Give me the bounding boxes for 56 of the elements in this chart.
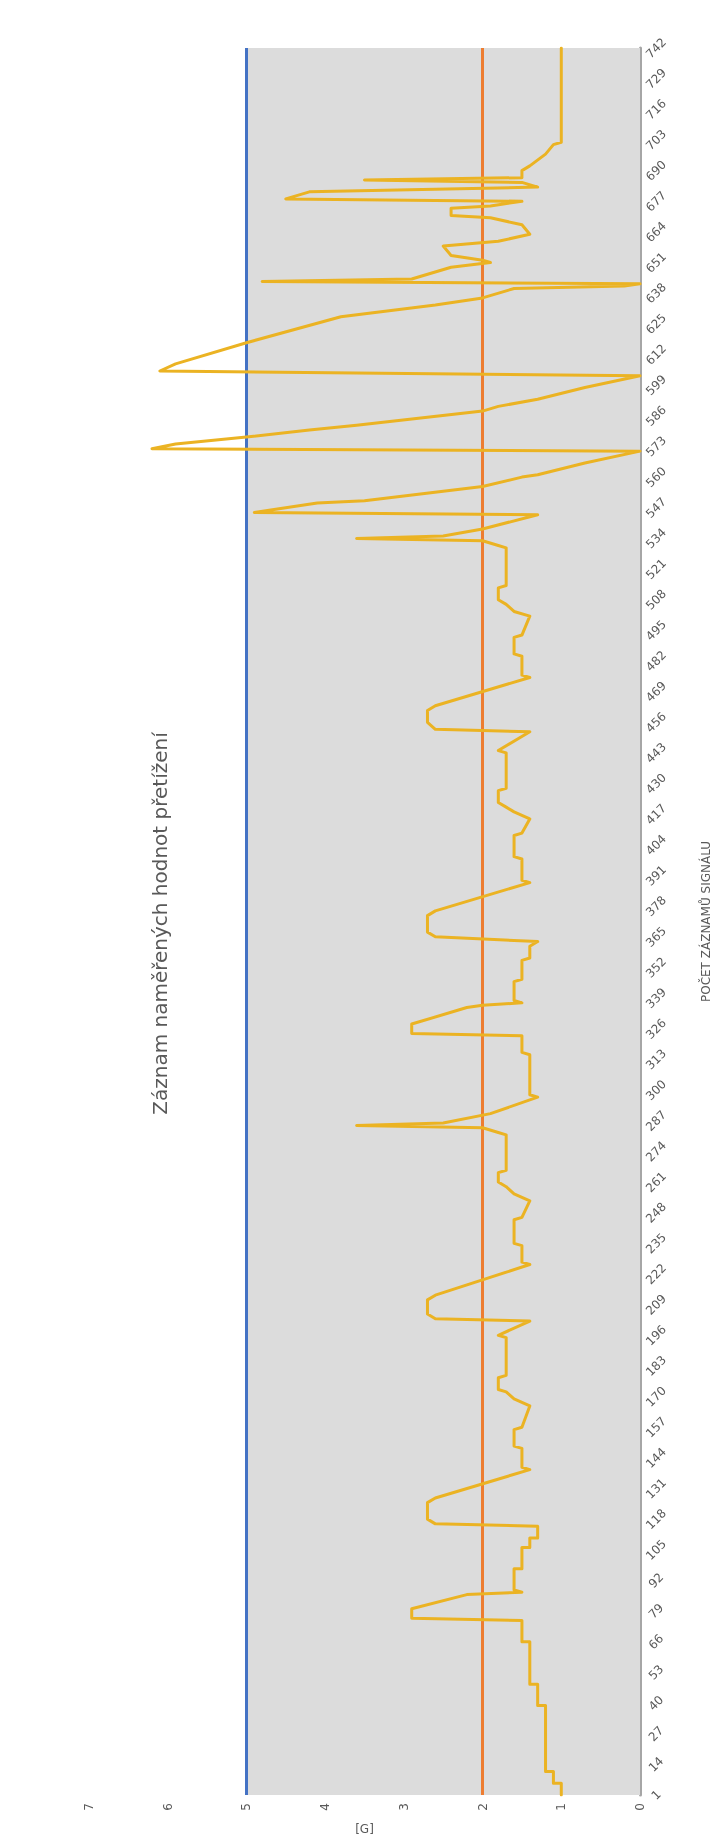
x-tick-label: 5 [239, 1803, 254, 1811]
y-tick-label: 209 [642, 1291, 670, 1318]
y-tick-label: 391 [642, 862, 670, 889]
y-tick-label: 40 [645, 1692, 667, 1714]
y-tick-label: 144 [642, 1444, 670, 1471]
y-tick-label: 495 [642, 617, 670, 644]
y-tick-label: 300 [642, 1077, 670, 1104]
y-tick-label: 651 [642, 249, 670, 276]
y-axis-title: POČET ZÁZNAMŮ SIGNÁLU [698, 840, 713, 1003]
y-tick-label: 703 [642, 126, 670, 153]
y-tick-label: 66 [645, 1631, 667, 1653]
x-tick-label: 2 [475, 1803, 490, 1811]
x-tick-label: 6 [160, 1803, 175, 1811]
y-tick-label: 521 [642, 556, 670, 583]
x-tick-label: 0 [633, 1803, 647, 1811]
y-tick-label: 430 [642, 770, 670, 797]
y-tick-label: 612 [642, 341, 670, 368]
y-tick-label: 196 [642, 1322, 670, 1349]
y-tick-label: 638 [642, 280, 670, 307]
x-tick-label: 7 [82, 1803, 96, 1811]
y-tick-label: 742 [642, 34, 670, 62]
y-tick-label: 664 [642, 218, 670, 245]
y-tick-label: 261 [642, 1168, 670, 1196]
x-tick-label: 1 [554, 1803, 569, 1811]
y-tick-label: 92 [645, 1570, 667, 1591]
y-tick-label: 27 [645, 1723, 667, 1745]
y-tick-label: 378 [642, 893, 670, 920]
y-tick-label: 729 [642, 65, 670, 92]
y-tick-label: 339 [642, 985, 670, 1012]
y-tick-label: 404 [642, 831, 670, 858]
y-tick-label: 690 [642, 157, 670, 184]
line-series [150, 46, 642, 1797]
y-tick-label: 183 [642, 1352, 670, 1379]
text: Záznam naměřených hodnot přetížení [148, 730, 172, 1115]
y-tick-label: 469 [642, 678, 670, 705]
y-tick-label: 131 [642, 1475, 670, 1502]
y-tick-label: 170 [642, 1383, 670, 1410]
y-tick-label: 560 [642, 464, 670, 491]
y-tick-label: 53 [645, 1662, 667, 1683]
y-tick-label: 79 [645, 1600, 667, 1622]
y-tick-label: 456 [642, 709, 670, 736]
y-tick-label: 716 [642, 96, 670, 123]
y-tick-label: 118 [642, 1506, 670, 1533]
y-tick-label: 599 [642, 372, 670, 399]
y-tick-label: 482 [642, 647, 670, 675]
y-tick-label: 105 [642, 1536, 670, 1563]
y-tick-label: 157 [642, 1414, 670, 1441]
y-tick-label: 365 [642, 923, 670, 950]
y-tick-label: 677 [642, 188, 670, 215]
y-tick-label: 625 [642, 310, 670, 337]
y-tick-label: 417 [642, 801, 670, 828]
y-tick-label: 14 [645, 1754, 667, 1775]
x-tick-label: 4 [318, 1803, 333, 1811]
y-tick-label: 443 [642, 739, 670, 766]
x-axis-title: [G] [355, 1822, 374, 1836]
x-tick-label: 3 [396, 1803, 411, 1811]
